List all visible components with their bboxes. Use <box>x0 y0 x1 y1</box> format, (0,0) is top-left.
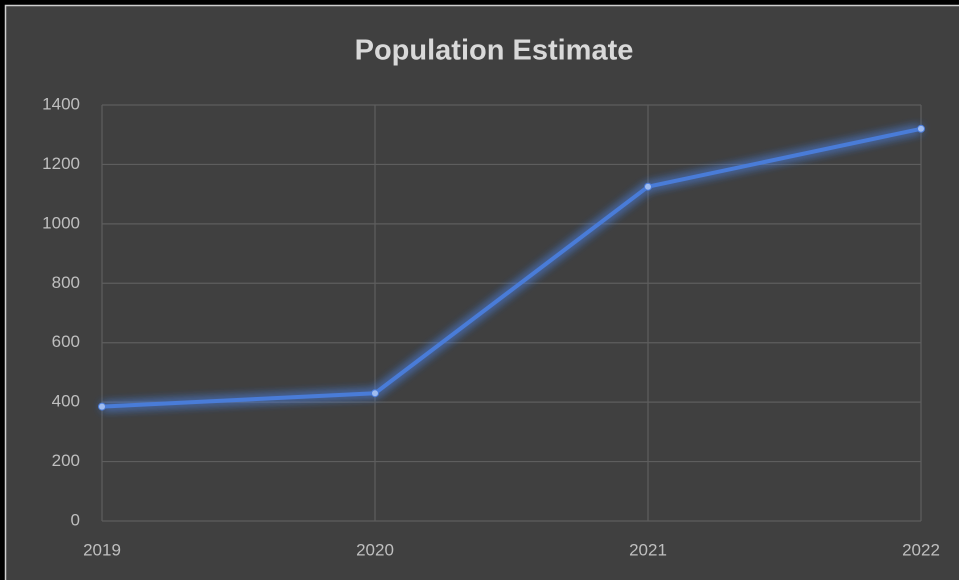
x-tick-label: 2022 <box>902 540 940 559</box>
line-series <box>101 126 922 409</box>
y-tick-label: 1200 <box>42 154 80 173</box>
x-tick-label: 2019 <box>83 540 121 559</box>
chart-title: Population Estimate <box>355 35 634 67</box>
y-tick-label: 1000 <box>42 213 80 232</box>
y-tick-label: 0 <box>71 510 80 529</box>
y-tick-label: 1400 <box>42 94 80 113</box>
x-tick-label: 2020 <box>356 540 394 559</box>
line-marker <box>98 402 106 411</box>
y-tick-label: 200 <box>52 451 80 470</box>
y-tick-label: 600 <box>52 332 80 351</box>
x-tick-label: 2021 <box>629 540 667 559</box>
line-marker <box>371 389 379 398</box>
y-tick-label: 800 <box>52 273 80 292</box>
plot-area: 0 200 400 600 800 1000 1200 1400 2019 2020 2021 202… <box>42 94 940 559</box>
chart-panel <box>4 4 959 580</box>
line-marker <box>644 182 652 191</box>
y-tick-label: 400 <box>52 392 80 411</box>
line-marker <box>917 124 925 133</box>
